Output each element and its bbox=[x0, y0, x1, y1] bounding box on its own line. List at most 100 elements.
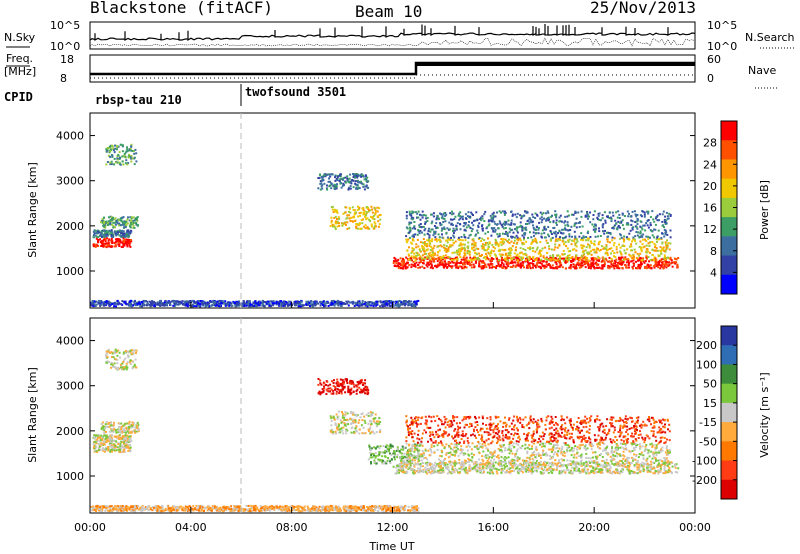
range-gate-cell-609 bbox=[343, 414, 346, 417]
range-gate-cell-2766 bbox=[664, 233, 667, 236]
range-gate-cell-829 bbox=[346, 175, 349, 178]
range-gate-cell-3974 bbox=[260, 301, 262, 304]
range-gate-cell-2728 bbox=[498, 220, 501, 223]
range-gate-cell-2321 bbox=[569, 257, 572, 259]
range-gate-cell-427 bbox=[124, 357, 127, 360]
range-gate-cell-2577 bbox=[456, 222, 459, 225]
range-gate-cell-2972 bbox=[490, 216, 493, 219]
range-gate-cell-445 bbox=[113, 151, 116, 154]
range-gate-cell-1303 bbox=[616, 264, 619, 266]
range-gate-cell-786 bbox=[360, 173, 363, 176]
range-gate-cell-3139 bbox=[579, 221, 581, 224]
range-gate-cell-463 bbox=[112, 356, 115, 359]
range-gate-cell-235 bbox=[101, 235, 104, 238]
range-gate-cell-2834 bbox=[621, 224, 624, 227]
range-gate-cell-1037 bbox=[483, 261, 486, 264]
range-gate-cell-479 bbox=[120, 143, 123, 146]
range-gate-cell-374 bbox=[129, 431, 132, 433]
range-gate-cell-1988 bbox=[568, 238, 571, 241]
range-gate-cell-3176 bbox=[511, 235, 514, 238]
range-gate-cell-2099 bbox=[557, 254, 560, 257]
range-gate-cell-358 bbox=[122, 430, 125, 433]
range-gate-cell-3147 bbox=[409, 213, 412, 215]
range-gate-cell-471 bbox=[119, 363, 122, 366]
range-gate-cell-3145 bbox=[566, 221, 569, 224]
nsearch-tick-bottom: 10^0 bbox=[707, 40, 737, 53]
range-gate-cell-2877 bbox=[597, 212, 600, 215]
range-gate-cell-2598 bbox=[621, 212, 624, 215]
range-gate-cell-1444 bbox=[560, 264, 563, 267]
range-gate-cell-859 bbox=[592, 256, 595, 259]
range-gate-cell-2515 bbox=[492, 229, 495, 232]
range-gate-cell-1899 bbox=[485, 249, 488, 252]
range-gate-cell-3849 bbox=[299, 303, 302, 306]
range-gate-cell-468 bbox=[135, 349, 138, 352]
range-gate-cell-2423 bbox=[556, 239, 559, 242]
range-gate-cell-1024 bbox=[421, 265, 424, 268]
range-gate-cell-4090 bbox=[120, 303, 123, 306]
range-gate-cell-1582 bbox=[433, 258, 435, 261]
range-gate-cell-230 bbox=[99, 437, 102, 440]
range-gate-cell-620 bbox=[339, 428, 342, 431]
range-gate-cell-2060 bbox=[438, 249, 441, 252]
range-gate-cell-2992 bbox=[500, 223, 503, 226]
range-gate-cell-1249 bbox=[406, 266, 409, 269]
range-gate-cell-2248 bbox=[468, 252, 471, 255]
range-gate-cell-1504 bbox=[515, 259, 518, 262]
range-gate-cell-3168 bbox=[468, 220, 470, 223]
range-gate-cell-1239 bbox=[570, 259, 573, 262]
nsky-tick-top: 10^5 bbox=[50, 19, 80, 32]
range-gate-cell-805 bbox=[365, 184, 368, 187]
range-gate-cell-3983 bbox=[373, 302, 376, 305]
range-gate-cell-3959 bbox=[407, 302, 410, 305]
range-gate-cell-324 bbox=[131, 221, 134, 224]
range-gate-cell-633 bbox=[355, 414, 358, 416]
range-gate-cell-464 bbox=[111, 352, 114, 355]
range-gate-cell-307 bbox=[112, 221, 115, 224]
range-gate-cell-2223 bbox=[504, 254, 507, 257]
range-gate-cell-2118 bbox=[641, 259, 644, 262]
range-gate-cell-2489 bbox=[554, 210, 557, 213]
range-gate-cell-223 bbox=[95, 235, 98, 238]
range-gate-cell-287 bbox=[110, 223, 113, 226]
range-gate-cell-3079 bbox=[532, 231, 535, 234]
range-gate-cell-2923 bbox=[472, 214, 474, 216]
range-gate-cell-940 bbox=[619, 258, 622, 261]
range-gate-cell-713 bbox=[409, 452, 412, 455]
range-gate-cell-207 bbox=[116, 232, 119, 235]
range-gate-cell-3782 bbox=[219, 304, 222, 307]
range-gate-cell-2551 bbox=[658, 213, 661, 216]
range-gate-cell-539 bbox=[337, 410, 340, 413]
range-gate-cell-1958 bbox=[648, 251, 651, 254]
range-gate-cell-4049 bbox=[337, 302, 340, 305]
range-gate-cell-100 bbox=[109, 444, 112, 446]
range-gate-cell-1673 bbox=[614, 265, 617, 268]
range-gate-cell-1424 bbox=[420, 260, 423, 263]
range-gate-cell-2800 bbox=[505, 230, 508, 233]
range-gate-cell-2891 bbox=[465, 218, 468, 220]
range-gate-cell-2738 bbox=[434, 236, 437, 239]
range-gate-cell-331 bbox=[103, 216, 105, 219]
range-gate-cell-1161 bbox=[658, 260, 661, 263]
range-gate-cell-2937 bbox=[594, 223, 597, 226]
range-gate-cell-501 bbox=[119, 356, 121, 359]
range-gate-cell-71 bbox=[116, 446, 119, 449]
range-gate-cell-3902 bbox=[322, 300, 325, 303]
range-gate-cell-980 bbox=[669, 262, 672, 265]
range-gate-cell-566 bbox=[342, 414, 345, 417]
range-gate-cell-4102 bbox=[336, 303, 339, 306]
range-gate-cell-240 bbox=[124, 438, 126, 441]
range-gate-cell-2511 bbox=[587, 230, 590, 233]
range-gate-cell-2938 bbox=[643, 224, 646, 227]
range-gate-cell-111 bbox=[107, 449, 110, 452]
range-gate-cell-1740 bbox=[539, 255, 542, 258]
range-gate-cell-2133 bbox=[531, 247, 534, 250]
range-gate-cell-1492 bbox=[665, 260, 668, 263]
range-gate-cell-3169 bbox=[524, 228, 527, 231]
range-gate-cell-1698 bbox=[666, 244, 669, 247]
range-gate-cell-744 bbox=[385, 450, 388, 453]
freq-label-top: Freq. bbox=[6, 52, 33, 65]
range-gate-cell-4088 bbox=[169, 303, 172, 306]
range-gate-cell-1182 bbox=[587, 267, 590, 269]
range-gate-cell-684 bbox=[368, 209, 370, 212]
